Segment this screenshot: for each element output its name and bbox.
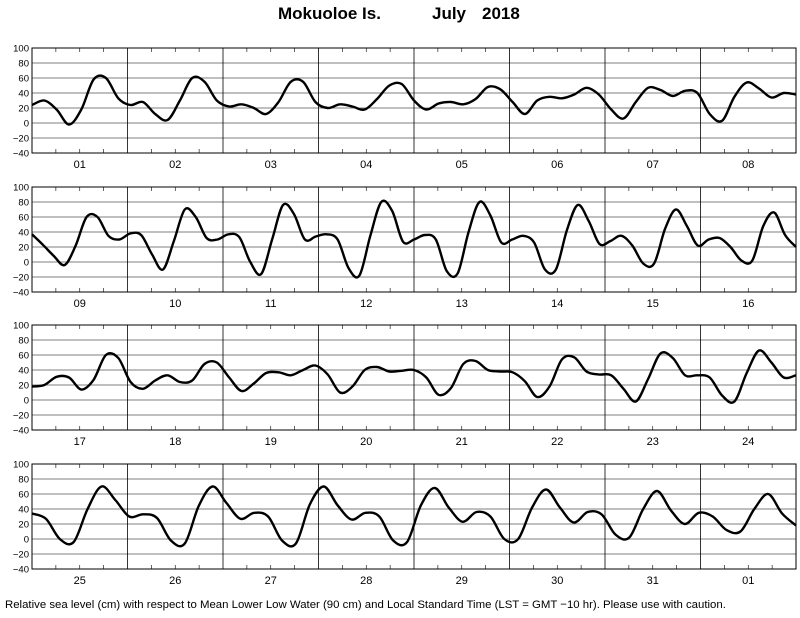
day-label: 07 bbox=[647, 159, 659, 171]
y-tick-label: −40 bbox=[13, 565, 29, 576]
y-tick-label: 60 bbox=[18, 490, 29, 501]
day-label: 31 bbox=[647, 575, 659, 587]
tide-curve bbox=[31, 74, 797, 126]
y-tick-label: 0 bbox=[24, 258, 29, 269]
y-tick-label: 0 bbox=[24, 119, 29, 130]
day-label: 27 bbox=[265, 575, 277, 587]
y-tick-label: 100 bbox=[13, 44, 29, 55]
day-label: 17 bbox=[74, 436, 86, 448]
y-tick-label: 80 bbox=[18, 198, 29, 209]
panel-frame bbox=[31, 186, 797, 293]
y-tick-label: 60 bbox=[18, 351, 29, 362]
y-tick-label: 0 bbox=[24, 535, 29, 546]
day-label: 25 bbox=[74, 575, 86, 587]
day-label: 12 bbox=[360, 298, 372, 310]
tide-curve bbox=[31, 349, 797, 404]
day-label: 26 bbox=[169, 575, 181, 587]
day-label: 23 bbox=[647, 436, 659, 448]
day-label: 24 bbox=[742, 436, 754, 448]
y-tick-label: 100 bbox=[13, 183, 29, 194]
day-label: 02 bbox=[169, 159, 181, 171]
y-tick-label: −20 bbox=[13, 273, 29, 284]
day-label: 01 bbox=[74, 159, 86, 171]
y-tick-label: 80 bbox=[18, 475, 29, 486]
y-tick-label: 40 bbox=[18, 89, 29, 100]
panel-frame bbox=[31, 463, 797, 570]
y-tick-label: −40 bbox=[13, 149, 29, 160]
y-tick-label: 60 bbox=[18, 213, 29, 224]
y-tick-label: −20 bbox=[13, 134, 29, 145]
chart-title: Mokuoloe Is. July 2018 bbox=[0, 4, 800, 28]
day-label: 19 bbox=[265, 436, 277, 448]
y-tick-label: 80 bbox=[18, 336, 29, 347]
y-tick-label: 80 bbox=[18, 59, 29, 70]
y-tick-label: 40 bbox=[18, 505, 29, 516]
footnote: Relative sea level (cm) with respect to … bbox=[5, 599, 726, 611]
y-tick-label: 20 bbox=[18, 104, 29, 115]
y-tick-label: 20 bbox=[18, 243, 29, 254]
day-label: 14 bbox=[551, 298, 563, 310]
y-tick-label: −40 bbox=[13, 288, 29, 299]
day-label: 10 bbox=[169, 298, 181, 310]
y-tick-label: 40 bbox=[18, 228, 29, 239]
y-tick-label: 20 bbox=[18, 381, 29, 392]
day-label: 08 bbox=[742, 159, 754, 171]
day-label: 05 bbox=[456, 159, 468, 171]
y-tick-label: −20 bbox=[13, 550, 29, 561]
day-label: 29 bbox=[456, 575, 468, 587]
y-tick-label: 20 bbox=[18, 520, 29, 531]
panel-frame bbox=[31, 324, 797, 431]
day-label: 21 bbox=[456, 436, 468, 448]
y-tick-label: 0 bbox=[24, 396, 29, 407]
day-label: 15 bbox=[647, 298, 659, 310]
day-label: 01 bbox=[742, 575, 754, 587]
day-label: 18 bbox=[169, 436, 181, 448]
y-tick-label: 40 bbox=[18, 366, 29, 377]
year-label: 2018 bbox=[482, 4, 520, 23]
day-label: 03 bbox=[265, 159, 277, 171]
day-label: 09 bbox=[74, 298, 86, 310]
panel-frame bbox=[31, 47, 797, 154]
day-label: 28 bbox=[360, 575, 372, 587]
station-name: Mokuoloe Is. bbox=[278, 4, 381, 23]
day-label: 11 bbox=[265, 298, 276, 310]
day-label: 30 bbox=[551, 575, 563, 587]
day-label: 04 bbox=[360, 159, 372, 171]
y-tick-label: 100 bbox=[13, 321, 29, 332]
tide-curve bbox=[31, 199, 797, 279]
day-label: 20 bbox=[360, 436, 372, 448]
day-label: 13 bbox=[456, 298, 468, 310]
y-tick-label: −20 bbox=[13, 411, 29, 422]
day-label: 22 bbox=[551, 436, 563, 448]
day-label: 16 bbox=[742, 298, 754, 310]
y-tick-label: −40 bbox=[13, 426, 29, 437]
month-label: July bbox=[432, 4, 467, 23]
y-tick-label: 60 bbox=[18, 74, 29, 85]
y-tick-label: 100 bbox=[13, 460, 29, 471]
tide-curve bbox=[31, 485, 797, 548]
day-label: 06 bbox=[551, 159, 563, 171]
